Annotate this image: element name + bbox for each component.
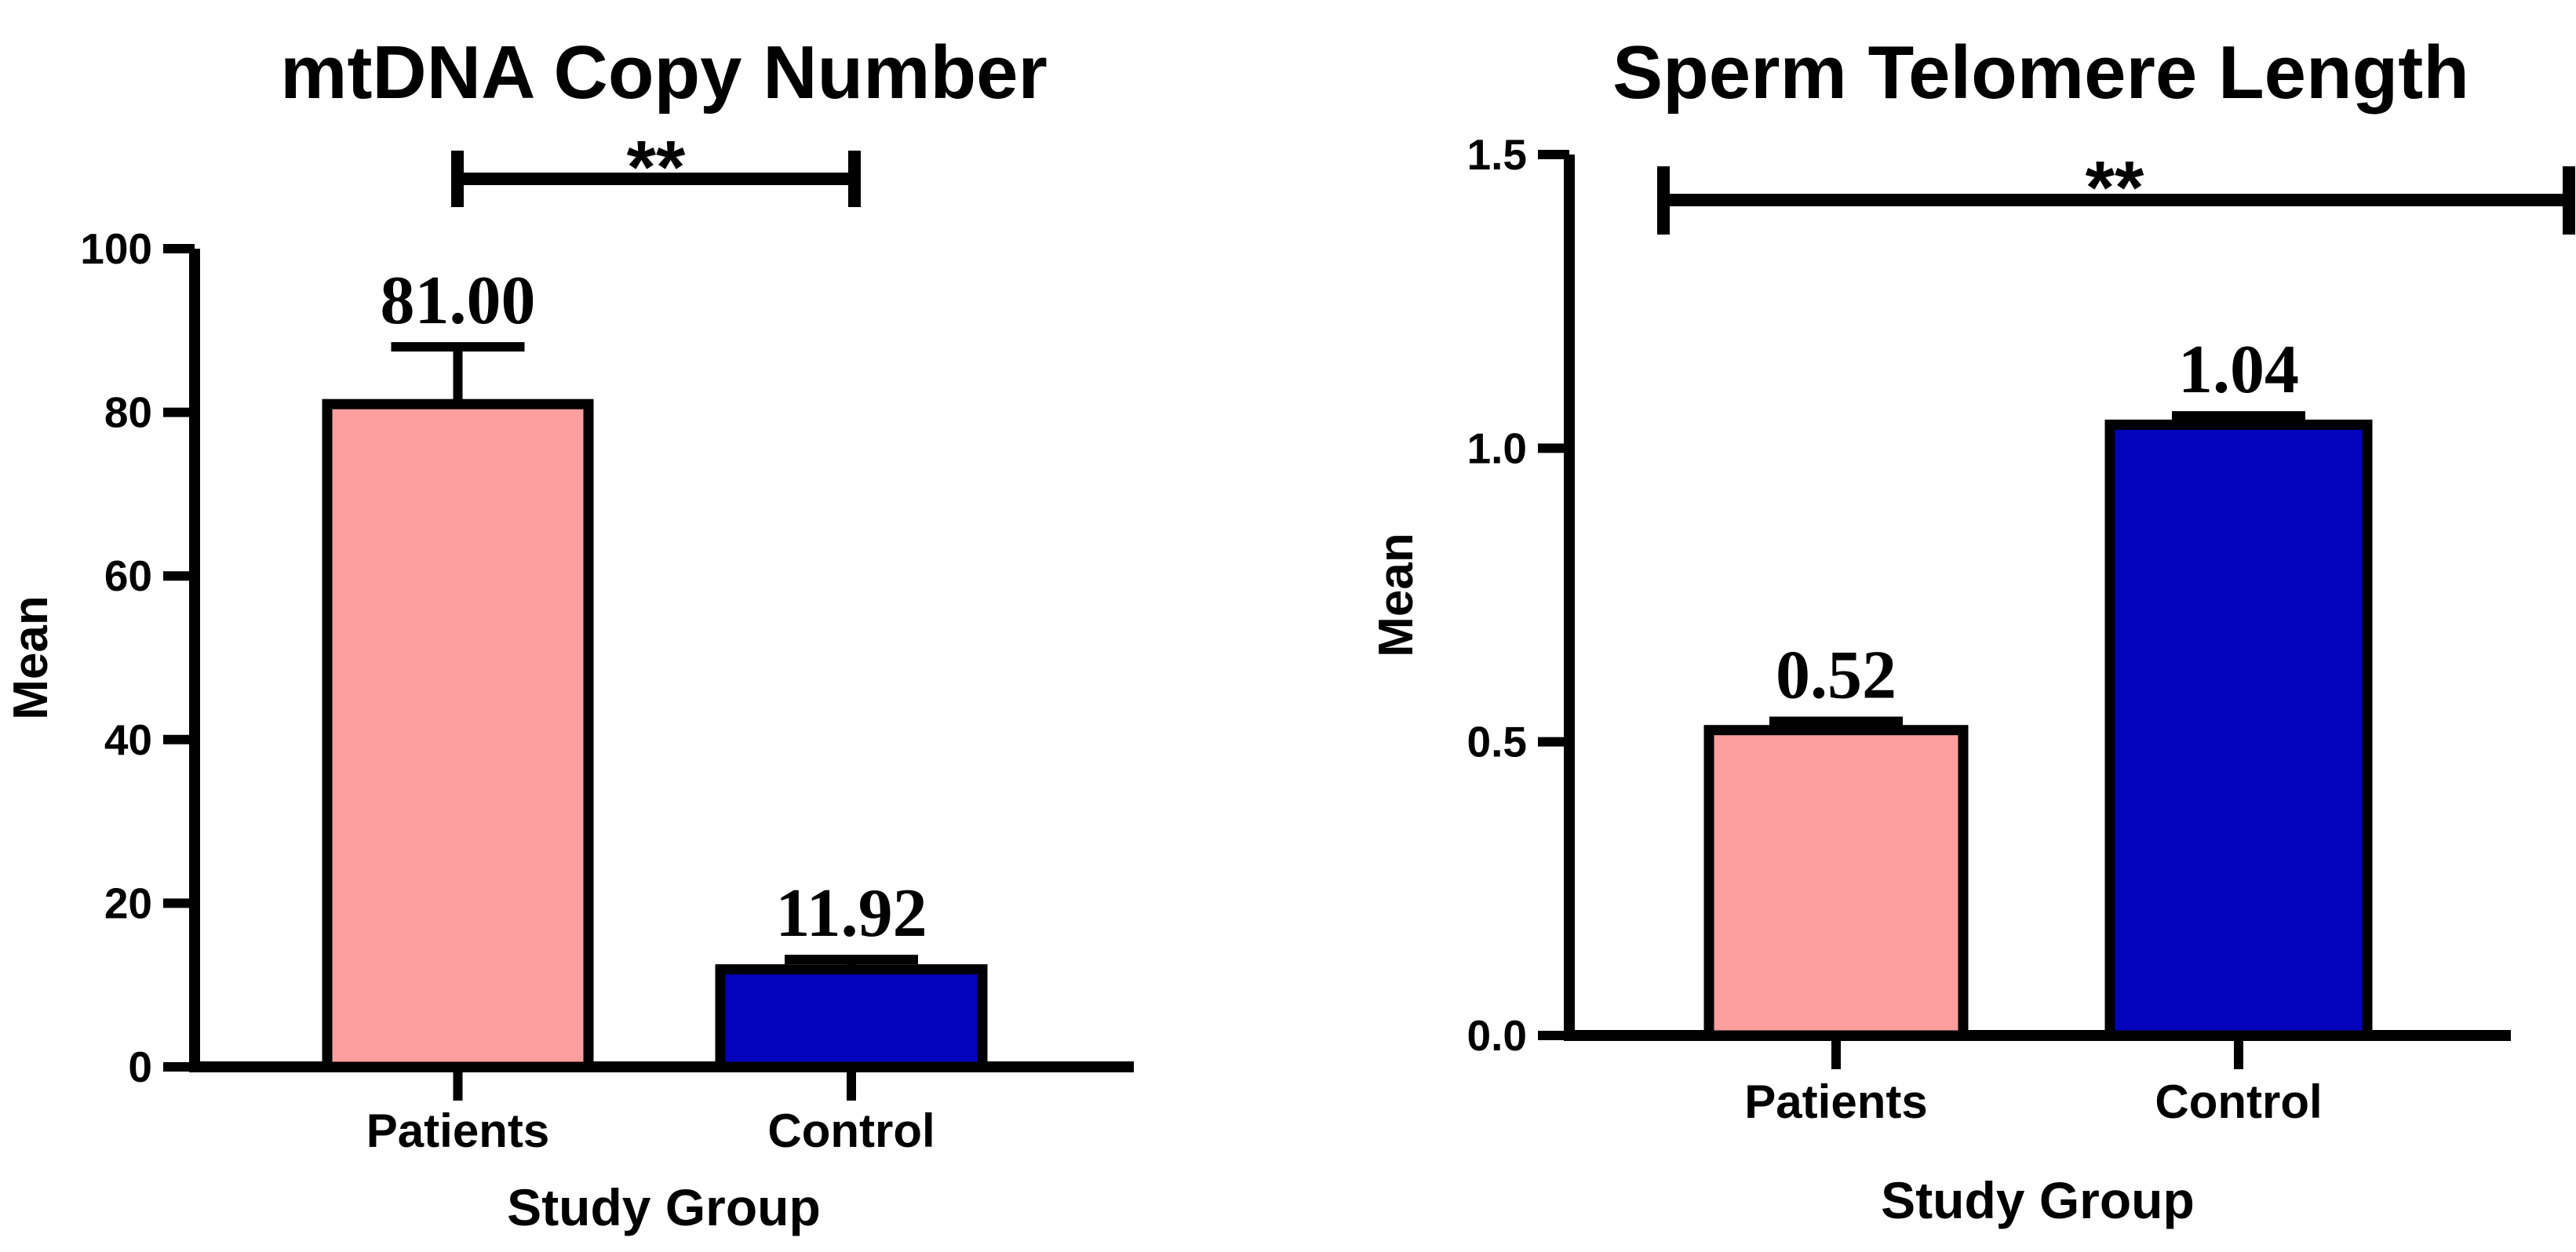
y-tick-label: 80 bbox=[104, 388, 152, 437]
value-label: 1.04 bbox=[2178, 332, 2299, 408]
y-tick-label: 100 bbox=[80, 224, 152, 273]
significance-stars: ** bbox=[2086, 146, 2144, 230]
x-axis-label: Study Group bbox=[507, 1178, 821, 1236]
x-category-label: Patients bbox=[1744, 1075, 1927, 1128]
chart-title: mtDNA Copy Number bbox=[280, 31, 1048, 115]
y-tick-label: 0.0 bbox=[1467, 1011, 1527, 1060]
x-category-label: Control bbox=[2155, 1075, 2322, 1128]
chart-title: Sperm Telomere Length bbox=[1612, 31, 2469, 115]
x-category-label: Patients bbox=[366, 1105, 549, 1157]
bar-patients bbox=[1703, 725, 1969, 1041]
x-axis-label: Study Group bbox=[1881, 1171, 2195, 1229]
chart-mtdna-copy-number: mtDNA Copy Number 0 20 40 60 80 100 Mean 81.00 Pa… bbox=[4, 31, 1134, 1236]
y-tick-label: 1.5 bbox=[1467, 130, 1527, 179]
value-label: 81.00 bbox=[381, 263, 536, 339]
bar-control bbox=[2104, 419, 2373, 1041]
y-tick-label: 40 bbox=[104, 715, 152, 764]
y-axis-label: Mean bbox=[1369, 533, 1423, 657]
y-tick-label: 0.5 bbox=[1467, 718, 1527, 766]
value-label: 0.52 bbox=[1776, 637, 1896, 713]
x-category-label: Control bbox=[767, 1105, 935, 1157]
bar-control bbox=[715, 964, 988, 1072]
y-tick-label: 20 bbox=[104, 879, 152, 927]
significance-stars: ** bbox=[627, 126, 686, 209]
y-axis-label: Mean bbox=[4, 595, 58, 719]
y-tick-label: 0 bbox=[128, 1043, 152, 1091]
value-label: 11.92 bbox=[775, 875, 927, 952]
y-tick-label: 60 bbox=[104, 551, 152, 600]
chart-sperm-telomere-length: Sperm Telomere Length 0.0 0.5 1.0 1.5 Mean 0.5… bbox=[1369, 31, 2575, 1229]
y-tick-label: 1.0 bbox=[1467, 424, 1527, 472]
bar-patients bbox=[322, 399, 594, 1072]
